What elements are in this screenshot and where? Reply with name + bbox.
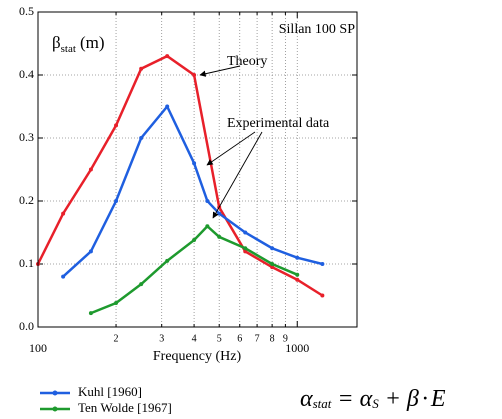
series-line xyxy=(90,224,298,315)
legend-label: Kuhl [1960] xyxy=(78,384,142,399)
point xyxy=(270,262,275,266)
point xyxy=(165,54,170,59)
point xyxy=(243,246,248,251)
x-tick-label: 2 xyxy=(114,333,119,344)
point xyxy=(217,234,222,239)
point xyxy=(205,224,210,229)
point xyxy=(61,211,66,216)
point xyxy=(320,262,325,266)
point xyxy=(205,199,210,203)
point xyxy=(320,293,325,298)
point xyxy=(88,249,93,254)
plot-frame xyxy=(37,11,358,328)
series-line xyxy=(36,54,324,297)
series xyxy=(36,54,325,316)
x-tick-label: 9 xyxy=(283,333,288,344)
point xyxy=(243,249,248,254)
x-tick-label: 3 xyxy=(159,333,164,344)
x-tick-label: 8 xyxy=(270,333,275,344)
y-tick-label: 0.5 xyxy=(19,4,34,18)
y-tick-label: 0.3 xyxy=(19,130,34,144)
y-label: βstat (m) xyxy=(52,33,104,55)
point xyxy=(114,123,119,128)
theory-label: Theory xyxy=(227,54,267,69)
x-tick-label: 7 xyxy=(255,333,260,344)
point xyxy=(192,161,197,166)
point xyxy=(192,238,197,243)
chart-label: Sillan 100 SP xyxy=(279,22,355,37)
point xyxy=(165,258,170,263)
exp-arrow-green xyxy=(212,131,263,219)
point xyxy=(165,104,170,109)
point xyxy=(243,230,248,235)
point xyxy=(295,272,300,277)
point xyxy=(114,301,119,306)
y-tick-label: 0.4 xyxy=(19,67,34,81)
legend-label: Ten Wolde [1967] xyxy=(78,400,172,415)
y-tick-label: 0.2 xyxy=(19,193,34,207)
point xyxy=(192,73,197,77)
x-tick-label: 4 xyxy=(192,333,197,344)
point xyxy=(88,311,93,316)
theory-arrow xyxy=(199,65,241,77)
formula: αstat = αS + β · E xyxy=(300,386,446,412)
experimental-label: Experimental data xyxy=(227,116,330,131)
point xyxy=(139,282,144,287)
point xyxy=(139,136,144,140)
y-tick-label: 0.1 xyxy=(19,256,34,270)
legend-marker xyxy=(52,406,58,412)
series-line xyxy=(62,104,323,278)
exp-arrow-blue xyxy=(206,131,256,166)
point xyxy=(270,265,275,270)
point xyxy=(88,167,93,172)
point xyxy=(295,277,300,282)
y-tick-label: 0.0 xyxy=(19,319,34,333)
point xyxy=(139,66,144,71)
point xyxy=(270,246,275,251)
point xyxy=(217,211,222,216)
point xyxy=(114,199,119,203)
legend: Kuhl [1960]Ten Wolde [1967] xyxy=(40,384,172,415)
x-tick-label: 5 xyxy=(217,333,222,344)
point xyxy=(61,274,66,279)
point xyxy=(295,255,300,260)
legend-marker xyxy=(52,390,58,396)
x-tick-label: 1000 xyxy=(285,341,309,355)
x-tick-label: 100 xyxy=(29,341,47,355)
x-tick-label: 6 xyxy=(237,333,242,344)
x-label: Frequency (Hz) xyxy=(153,349,242,364)
